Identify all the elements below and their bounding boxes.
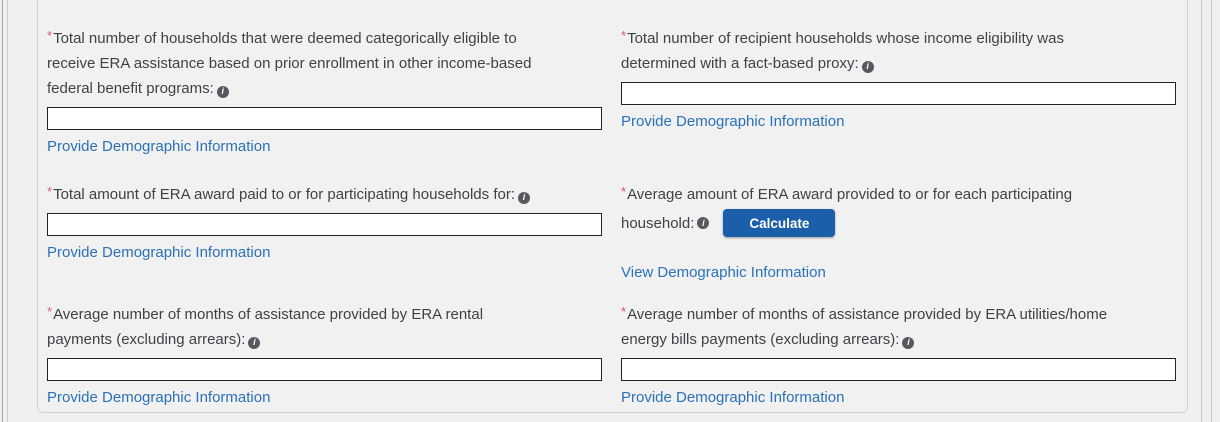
- field-label: *Total amount of ERA award paid to or fo…: [47, 179, 603, 207]
- fact-based-proxy-households-input[interactable]: [621, 82, 1176, 105]
- info-icon[interactable]: i: [518, 191, 530, 204]
- required-marker: *: [621, 28, 627, 43]
- info-icon[interactable]: i: [697, 217, 710, 229]
- field-average-months-rental: *Average number of months of assistance …: [47, 299, 603, 408]
- required-marker: *: [47, 184, 53, 199]
- left-inner-border-line: [7, 0, 8, 422]
- calculate-button[interactable]: Calculate: [723, 209, 836, 237]
- total-era-award-paid-input[interactable]: [47, 213, 602, 236]
- field-label: *Total number of households that were de…: [47, 28, 532, 98]
- view-demographic-information-link[interactable]: View Demographic Information: [621, 264, 826, 281]
- scrollbar-track-right-line: [1211, 0, 1212, 422]
- field-categorically-eligible-households: *Total number of households that were de…: [47, 23, 603, 157]
- info-icon[interactable]: i: [861, 60, 874, 73]
- field-label: *Total number of recipient households wh…: [621, 28, 1064, 73]
- era-form-panel: *Total number of households that were de…: [37, 0, 1188, 413]
- required-marker: *: [621, 304, 627, 319]
- required-marker: *: [621, 184, 627, 199]
- required-marker: *: [47, 28, 53, 43]
- provide-demographic-information-link[interactable]: Provide Demographic Information: [621, 113, 845, 130]
- field-fact-based-proxy-households: *Total number of recipient households wh…: [621, 23, 1177, 132]
- info-icon[interactable]: i: [216, 85, 229, 98]
- required-marker: *: [47, 304, 53, 319]
- provide-demographic-information-link[interactable]: Provide Demographic Information: [47, 389, 271, 406]
- field-total-era-award-paid: *Total amount of ERA award paid to or fo…: [47, 179, 603, 263]
- info-icon[interactable]: i: [248, 336, 261, 349]
- left-outer-border-line: [2, 0, 3, 422]
- field-label: *Average number of months of assistance …: [621, 304, 1108, 349]
- field-label: *Average amount of ERA award provided to…: [621, 179, 1177, 239]
- provide-demographic-information-link[interactable]: Provide Demographic Information: [47, 138, 271, 155]
- info-icon[interactable]: i: [902, 336, 915, 349]
- provide-demographic-information-link[interactable]: Provide Demographic Information: [621, 389, 845, 406]
- categorically-eligible-households-input[interactable]: [47, 107, 602, 130]
- provide-demographic-information-link[interactable]: Provide Demographic Information: [47, 244, 271, 261]
- field-label: *Average number of months of assistance …: [47, 304, 484, 349]
- scrollbar-track-left-line: [1201, 0, 1202, 422]
- field-average-era-award: *Average amount of ERA award provided to…: [621, 179, 1177, 283]
- average-months-rental-input[interactable]: [47, 358, 602, 381]
- field-average-months-utilities: *Average number of months of assistance …: [621, 299, 1177, 408]
- average-months-utilities-input[interactable]: [621, 358, 1176, 381]
